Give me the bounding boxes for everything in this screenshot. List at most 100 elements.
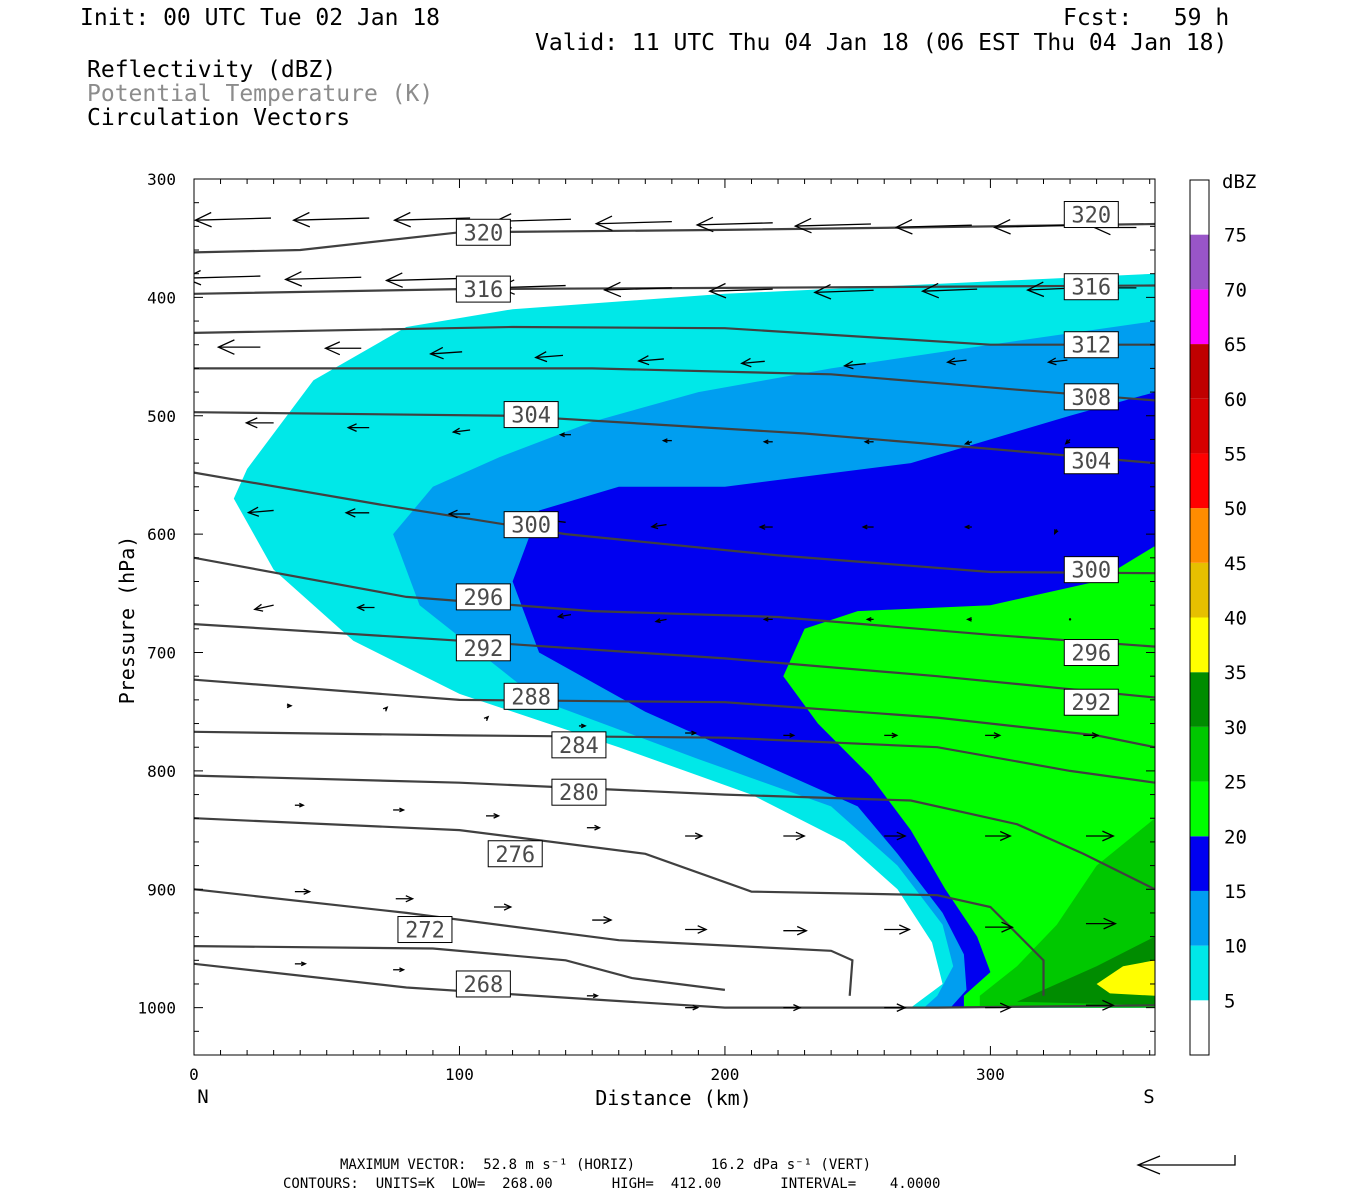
colorbar-swatch	[1190, 617, 1209, 673]
vector-head	[399, 967, 406, 973]
contour-info-text: CONTOURS: UNITS=K LOW= 268.00 HIGH= 412.…	[283, 1176, 941, 1192]
vector-head	[483, 715, 490, 722]
contour-label-272: 272	[397, 916, 453, 944]
circulation-vector	[966, 617, 972, 622]
circulation-vector	[884, 732, 899, 739]
contour-label-text: 316	[463, 278, 503, 303]
vector-head	[963, 524, 970, 530]
contour-label-box	[503, 511, 559, 539]
circulation-vector	[963, 524, 972, 530]
vector-head	[1091, 732, 1100, 739]
contour-label-text: 300	[511, 514, 551, 539]
circulation-vector	[894, 219, 972, 235]
circulation-vector	[393, 967, 406, 973]
vector-head	[963, 440, 970, 445]
colorbar-tick-label: 60	[1224, 389, 1247, 411]
contour-label-280: 280	[551, 778, 607, 806]
contour-label-text: 300	[1071, 559, 1111, 584]
contour-label-text: 296	[463, 586, 503, 611]
contour-label-300: 300	[503, 511, 559, 539]
colorbar-tick-label: 50	[1224, 498, 1247, 520]
vector-shaft	[386, 277, 463, 282]
vector-head	[920, 282, 940, 299]
circulation-vector	[429, 346, 463, 360]
contour-label-284: 284	[551, 731, 607, 759]
circulation-vector	[344, 508, 370, 518]
circulation-vector	[762, 439, 773, 445]
vector-head	[556, 613, 564, 619]
contour-label-text: 284	[559, 734, 599, 759]
vector-head	[392, 211, 411, 228]
vector-head	[993, 732, 1002, 739]
vector-shaft	[535, 354, 564, 359]
circulation-vector	[985, 1002, 1012, 1013]
circulation-vector	[384, 272, 463, 288]
contour-label-312: 312	[1063, 331, 1119, 359]
reflectivity-fill	[194, 179, 1155, 1055]
vector-head	[789, 732, 796, 738]
circulation-vector	[1053, 529, 1059, 536]
contour-label-text: 296	[1071, 642, 1111, 667]
circulation-vector	[286, 703, 293, 709]
isentrope-268k	[194, 962, 1155, 1009]
contour-label-276: 276	[487, 840, 543, 868]
init-time: Init: 00 UTC Tue 02 Jan 18	[80, 5, 441, 31]
y-tick-label: 500	[147, 407, 176, 426]
vector-head	[793, 1004, 802, 1012]
vector-head	[758, 524, 766, 530]
vector-shaft	[795, 223, 871, 227]
contour-label-box	[503, 401, 559, 429]
y-tick-label: 800	[147, 762, 176, 781]
colorbar-swatch	[1190, 1000, 1209, 1055]
vector-head	[891, 732, 899, 739]
vector-shaft	[285, 276, 362, 281]
colorbar-tick-label: 20	[1224, 826, 1247, 848]
contour-label-292: 292	[1063, 688, 1119, 716]
vector-shaft	[596, 220, 672, 225]
vector-head	[405, 895, 415, 903]
circulation-vector	[382, 706, 389, 712]
circulation-vector	[486, 813, 501, 819]
vector-head	[692, 1004, 700, 1011]
circulation-vector	[863, 439, 874, 445]
circulation-vector	[1085, 830, 1115, 842]
colorbar-swatch	[1190, 836, 1209, 891]
vector-head	[899, 924, 911, 935]
vector-head	[286, 703, 293, 709]
circulation-vector	[556, 613, 572, 619]
axes: 300 400 500 600 700 800 900 1000 0 100 200 300 N S Dis…	[115, 170, 1156, 1110]
circulation-vector	[695, 216, 773, 233]
contour-label-box	[455, 634, 511, 662]
contour-label-box	[455, 970, 511, 998]
circulation-vector	[783, 732, 796, 738]
isentrope-316k	[194, 325, 1155, 346]
vector-head	[813, 284, 832, 300]
vector-head	[493, 813, 501, 819]
colorbar-tick-label: 5	[1224, 990, 1235, 1012]
colorbar-tick-label: 55	[1224, 443, 1247, 465]
colorbar-swatch	[1190, 453, 1209, 509]
vector-head	[299, 802, 305, 808]
y-tick-label: 600	[147, 525, 176, 544]
isentrope-272k	[194, 945, 726, 991]
vector-shaft	[604, 287, 672, 291]
circulation-vector	[1083, 732, 1100, 739]
vector-head	[894, 219, 913, 235]
contour-label-box	[397, 916, 453, 944]
y-tick-label: 900	[147, 880, 176, 899]
reference-vector	[1136, 1155, 1236, 1175]
isentrope-288k	[194, 730, 1155, 784]
contour-label-text: 288	[511, 685, 551, 710]
vector-head	[1102, 999, 1115, 1011]
vector-head	[429, 346, 444, 360]
colorbar-swatch	[1190, 890, 1209, 946]
vector-head	[654, 618, 661, 624]
circulation-vector	[216, 339, 261, 355]
circulation-vector	[985, 921, 1014, 933]
vector-shaft	[293, 217, 370, 221]
circulation-vector	[393, 807, 406, 813]
isentrope-280k	[194, 817, 1045, 996]
x-tick-label: 100	[445, 1065, 474, 1084]
vector-head	[323, 341, 341, 356]
circulation-vector	[244, 417, 274, 429]
